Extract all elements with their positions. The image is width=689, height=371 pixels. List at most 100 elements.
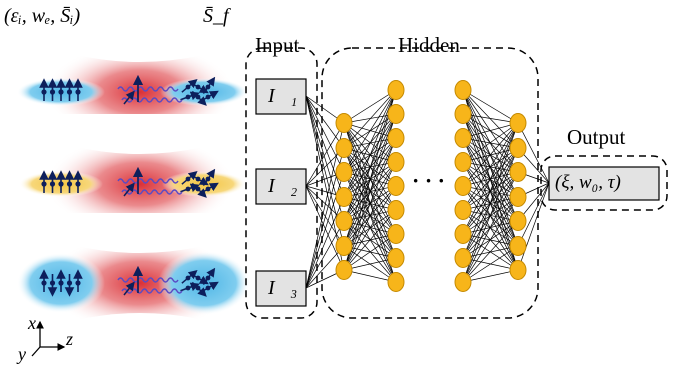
output-box — [548, 166, 660, 201]
connection-hidden-hidden — [462, 113, 519, 124]
spin-arrow — [202, 267, 216, 285]
connection-hidden-hidden — [343, 171, 397, 259]
spin-arrow — [180, 282, 200, 292]
y-axis-line — [31, 346, 41, 357]
neurons — [335, 80, 527, 292]
input-box-1 — [255, 78, 307, 115]
neuron — [454, 248, 472, 268]
neuron — [335, 260, 353, 280]
connection-hidden-hidden — [343, 89, 397, 149]
photon-wave — [117, 277, 179, 283]
photon-wave — [117, 86, 179, 92]
hidden-layer-box — [321, 47, 539, 319]
neuron — [454, 176, 472, 196]
axis-y-label: y — [18, 344, 26, 364]
spin-arrow — [190, 174, 209, 186]
neuron — [454, 128, 472, 148]
neuron — [509, 236, 527, 256]
input-2-text: I⃗₂ — [268, 175, 298, 197]
spin-arrow — [123, 182, 135, 197]
neuron — [454, 200, 472, 220]
spin-arrow — [180, 91, 200, 101]
input-label: Input — [255, 33, 300, 57]
connection-hidden-hidden — [343, 89, 397, 271]
connection-hidden-hidden — [343, 113, 397, 271]
initial-params-label: (εᵢ, wₑ, S̄ᵢ) — [4, 5, 81, 27]
spin-arrow — [180, 183, 200, 193]
connection-hidden-hidden — [462, 196, 519, 283]
connection-hidden-hidden — [462, 113, 519, 198]
neuron — [509, 162, 527, 182]
neuron — [454, 104, 472, 124]
photon-wave — [117, 178, 179, 184]
connection-hidden-hidden — [462, 89, 519, 124]
axis-triad — [31, 320, 66, 357]
connection-hidden-hidden — [343, 209, 397, 271]
connection-input-hidden — [305, 95, 345, 173]
axis-z-label: z — [66, 329, 74, 349]
neuron — [454, 224, 472, 244]
connection-hidden-hidden — [343, 171, 397, 235]
laser-profile-top — [20, 114, 260, 154]
connection-hidden-hidden — [462, 122, 519, 259]
neuron — [335, 138, 353, 158]
connection-hidden-hidden — [462, 122, 519, 283]
laser-profile-bottom — [20, 313, 260, 353]
connection-input-hidden — [305, 122, 345, 187]
connection-hidden-hidden — [343, 89, 397, 173]
neuron — [509, 211, 527, 231]
connection-hidden-hidden — [462, 122, 519, 235]
spin-arrow — [202, 76, 216, 94]
spin-arrow — [123, 90, 135, 105]
connection-hidden-hidden — [343, 137, 397, 271]
connection-input-hidden — [305, 185, 345, 247]
spin-arrow — [202, 168, 216, 186]
laser-profile-top — [20, 22, 260, 62]
neuron — [387, 200, 405, 220]
connection-hidden-hidden — [343, 89, 397, 247]
connection-hidden-hidden — [462, 113, 519, 149]
spin-arrow — [200, 281, 219, 293]
connection-hidden-hidden — [462, 122, 519, 139]
connection-hidden-output — [517, 122, 550, 184]
connection-hidden-hidden — [343, 161, 397, 271]
connection-input-hidden — [305, 245, 345, 289]
neuron — [387, 104, 405, 124]
input-1-text: I⃗₁ — [268, 85, 298, 107]
neuron — [335, 113, 353, 133]
connection-hidden-hidden — [343, 269, 397, 283]
spin-arrow — [190, 82, 209, 94]
neuron — [387, 272, 405, 292]
connection-hidden-hidden — [343, 185, 397, 271]
connection-input-hidden — [305, 185, 345, 271]
neuron — [509, 260, 527, 280]
neuron — [387, 224, 405, 244]
connection-hidden-hidden — [462, 245, 519, 283]
connection-input-hidden — [305, 196, 345, 289]
connection-hidden-hidden — [343, 89, 397, 222]
neuron — [454, 272, 472, 292]
connection-hidden-hidden — [462, 220, 519, 283]
final-spin-label: S̄_f — [203, 5, 229, 27]
input-layer-box — [245, 47, 318, 319]
neuron — [387, 152, 405, 172]
output-layer-box — [540, 155, 668, 211]
spin-arrow — [123, 281, 135, 296]
neuron — [509, 187, 527, 207]
neuron — [509, 113, 527, 133]
connection-input-hidden — [305, 220, 345, 289]
input-3-text: I⃗₃ — [268, 277, 298, 299]
spin-arrow — [200, 182, 219, 194]
laser-profile-top — [20, 213, 260, 253]
connection-hidden-hidden — [343, 220, 397, 283]
connection-hidden-hidden — [343, 89, 397, 124]
neuron — [335, 211, 353, 231]
neuron — [454, 80, 472, 100]
neuron — [387, 80, 405, 100]
output-label: Output — [567, 125, 626, 149]
neuron — [335, 162, 353, 182]
connection-hidden-hidden — [462, 147, 519, 283]
collision-panel-3 — [17, 213, 260, 353]
input-box-2 — [255, 168, 307, 205]
